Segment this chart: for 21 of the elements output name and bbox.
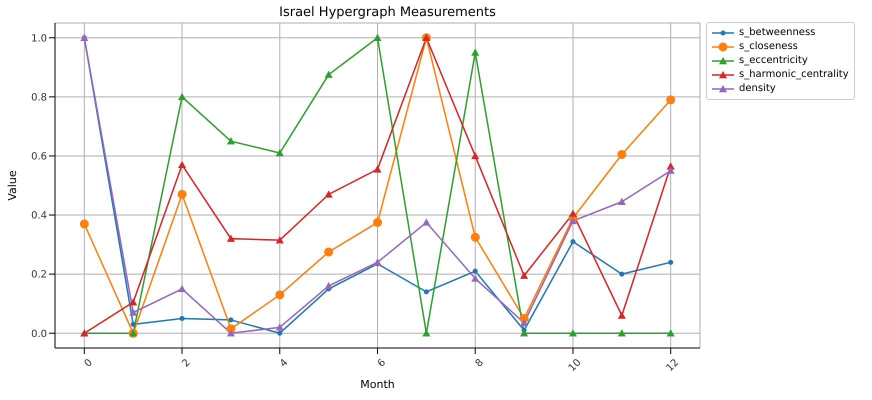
y-tick-label: 0.4 — [31, 210, 47, 222]
y-tick-label: 1.0 — [31, 33, 47, 44]
legend-label: s_eccentricity — [739, 54, 808, 68]
legend-label: density — [739, 82, 776, 96]
x-tick-label: 4 — [278, 357, 290, 370]
x-tick-label: 6 — [376, 357, 388, 370]
legend-label: s_betweenness — [739, 26, 816, 40]
y-axis-title: Value — [6, 170, 19, 201]
y-tick-label: 0.0 — [31, 328, 47, 340]
x-tick-label: 12 — [664, 357, 682, 374]
x-tick-label: 10 — [566, 357, 584, 374]
x-tick-label: 8 — [474, 357, 486, 370]
x-axis-title: Month — [360, 378, 395, 391]
x-tick-label: 2 — [180, 357, 193, 370]
x-tick-label: 0 — [82, 357, 95, 370]
chart-title: Israel Hypergraph Measurements — [278, 5, 497, 20]
y-tick-label: 0.6 — [31, 152, 47, 163]
legend-label: s_closeness — [739, 40, 798, 54]
legend-label: s_harmonic_centrality — [739, 68, 849, 82]
y-tick-label: 0.2 — [31, 270, 47, 281]
y-tick-label: 0.8 — [31, 92, 47, 104]
